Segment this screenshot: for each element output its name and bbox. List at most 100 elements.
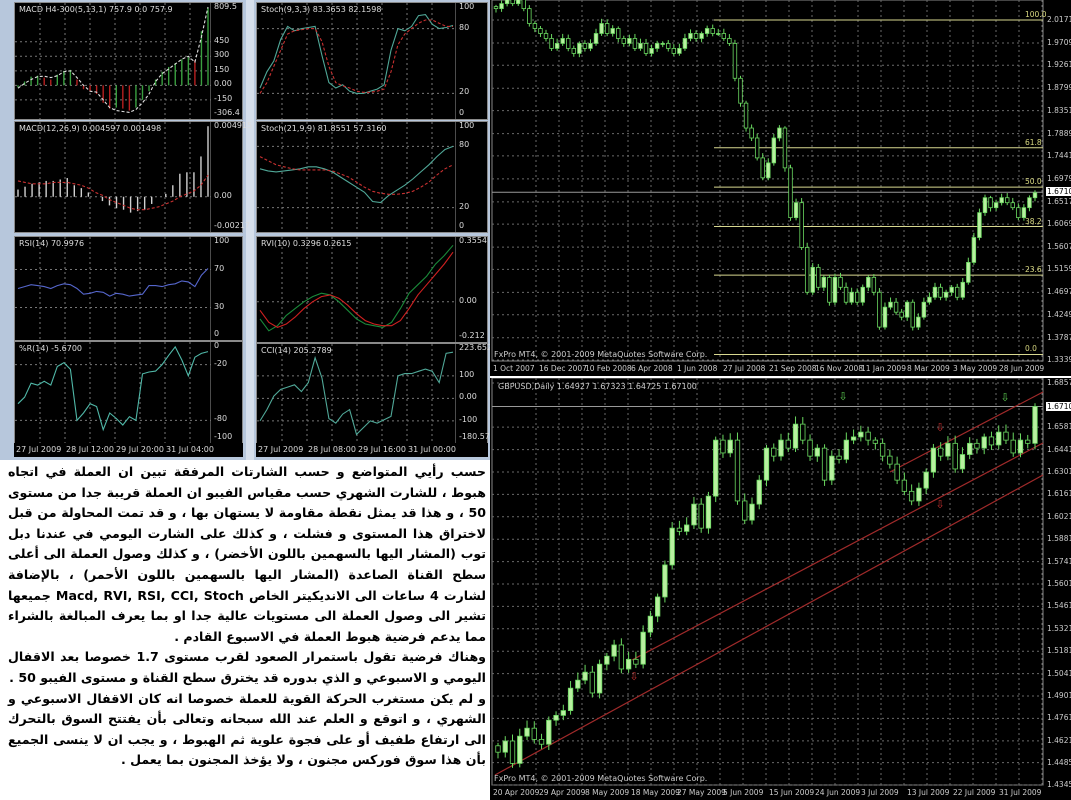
bull-candle: [638, 43, 643, 49]
bull-candle: [649, 48, 654, 54]
indicator-plot: [257, 3, 456, 119]
price-label: 1.65170: [1047, 196, 1071, 206]
down-arrow-icon: ⇩: [1000, 391, 1009, 404]
bull-candle: [766, 162, 771, 179]
bear-candle: [836, 455, 842, 460]
bull-candle: [945, 442, 951, 457]
bull-candle: [943, 291, 949, 298]
bull-candle: [793, 202, 799, 219]
bear-candle: [887, 455, 893, 465]
indicator-plot: [257, 122, 456, 232]
date-label: 31 Jul 2009: [999, 788, 1042, 797]
bull-candle: [553, 714, 559, 721]
bull-candle: [982, 197, 988, 214]
bear-candle: [843, 286, 849, 303]
bear-candle: [871, 276, 877, 293]
fibonacci-label: 0.0: [1025, 344, 1037, 354]
bull-candle: [554, 43, 560, 49]
bear-candle: [771, 447, 777, 457]
bull-candle: [669, 527, 675, 566]
panel-title: %R(14) -5.6700: [19, 344, 83, 353]
bear-candle: [616, 28, 621, 39]
bull-candle: [888, 301, 893, 308]
price-label: 1.57410: [1047, 556, 1071, 566]
price-label: 1.50410: [1047, 668, 1071, 678]
stoch-9-panel: Stoch(9,3,3) 83.3653 82.1598 100 80 20 0: [256, 2, 488, 120]
price-label: 1.42490: [1047, 309, 1071, 319]
down-arrow-icon: ⇩: [935, 421, 944, 434]
bull-candle: [860, 286, 865, 303]
date-label: 27 Jul 2009: [16, 445, 62, 454]
price-label: 1.97090: [1047, 37, 1071, 47]
price-label: 1.46210: [1047, 735, 1071, 745]
copyright-text: FxPro MT4, © 2001-2009 MetaQuotes Softwa…: [494, 350, 708, 359]
bull-candle: [611, 644, 617, 657]
bull-candle: [654, 43, 660, 49]
price-label: 1.56010: [1047, 579, 1071, 588]
date-label: 6 Apr 2008: [631, 364, 673, 373]
plot-border: [491, 0, 1044, 362]
bull-candle: [923, 471, 929, 489]
price-label: 1.69790: [1047, 173, 1071, 183]
panel-title: Stoch(9,3,3) 83.3653 82.1598: [261, 5, 382, 14]
date-label: 3 May 2009: [953, 364, 998, 373]
bear-candle: [531, 727, 537, 740]
bull-candle: [967, 442, 973, 455]
daily-chart: ⇩ ⇩ ⇩ ⇩ ⇩ 1.68570 1.65810 1.64410 1.63010 1.61610…: [490, 378, 1071, 800]
bull-candle: [777, 127, 782, 139]
tick-label: 0.00: [459, 295, 477, 305]
bear-candle: [877, 291, 882, 328]
bull-candle: [996, 431, 1002, 446]
tick-label: 150: [214, 64, 230, 74]
bull-candle: [588, 43, 593, 49]
bull-candle: [756, 479, 762, 505]
bull-candle: [763, 447, 770, 481]
price-label: 1.43450: [1047, 780, 1071, 789]
down-arrow-icon: ⇩: [838, 390, 847, 403]
bull-candle: [610, 28, 615, 34]
bull-candle: [504, 0, 510, 5]
bull-candle: [704, 28, 710, 34]
bull-candle: [792, 423, 799, 449]
bull-candle: [1017, 439, 1024, 454]
date-label: 27 Jul 2009: [258, 445, 304, 454]
bull-candle: [524, 727, 530, 737]
price-label: 1.74410: [1047, 150, 1071, 160]
date-label: 28 Jun 2009: [999, 364, 1045, 373]
date-label: 29 Apr 2009: [539, 788, 586, 797]
bear-candle: [988, 197, 993, 209]
bear-candle: [749, 127, 754, 139]
price-label: 1.63010: [1047, 466, 1071, 476]
bear-candle: [720, 439, 726, 454]
price-label: 1.51590: [1047, 264, 1071, 274]
price-label: 1.68570: [1047, 378, 1071, 387]
bull-candle: [625, 658, 632, 670]
right-date-axis: 27 Jul 2009 28 Jul 08:00 29 Jul 16:00 31 Ju…: [256, 443, 488, 457]
bull-candle: [640, 631, 646, 665]
tick-label: -180.571: [459, 432, 495, 441]
indicator-plot: [15, 237, 211, 340]
bear-candle: [1005, 197, 1010, 204]
bear-candle: [538, 738, 545, 745]
bull-candle: [959, 454, 966, 470]
bull-candle: [688, 33, 693, 39]
signal-line: [259, 156, 454, 195]
cci-panel: CCI(14) 205.2789 223.6522 100 0.00 -100 -180.…: [256, 343, 497, 444]
tick-label: 30: [214, 301, 225, 311]
price-label: 1.56070: [1047, 242, 1071, 252]
bull-candle: [716, 33, 721, 35]
bear-candle: [838, 276, 843, 288]
bull-candle: [977, 212, 982, 238]
bear-candle: [732, 43, 738, 79]
bull-candle: [627, 38, 632, 44]
tick-label: 300: [214, 50, 230, 60]
current-price-label: 1.67100: [1046, 187, 1071, 197]
price-label: 1.58810: [1047, 534, 1071, 544]
indicator-line: [259, 14, 454, 94]
bear-candle: [899, 311, 904, 318]
bull-candle: [966, 262, 971, 283]
date-label: 20 Apr 2009: [493, 788, 540, 797]
price-label: 1.87990: [1047, 83, 1071, 93]
bear-candle: [760, 157, 765, 179]
signal-line: [17, 174, 209, 211]
